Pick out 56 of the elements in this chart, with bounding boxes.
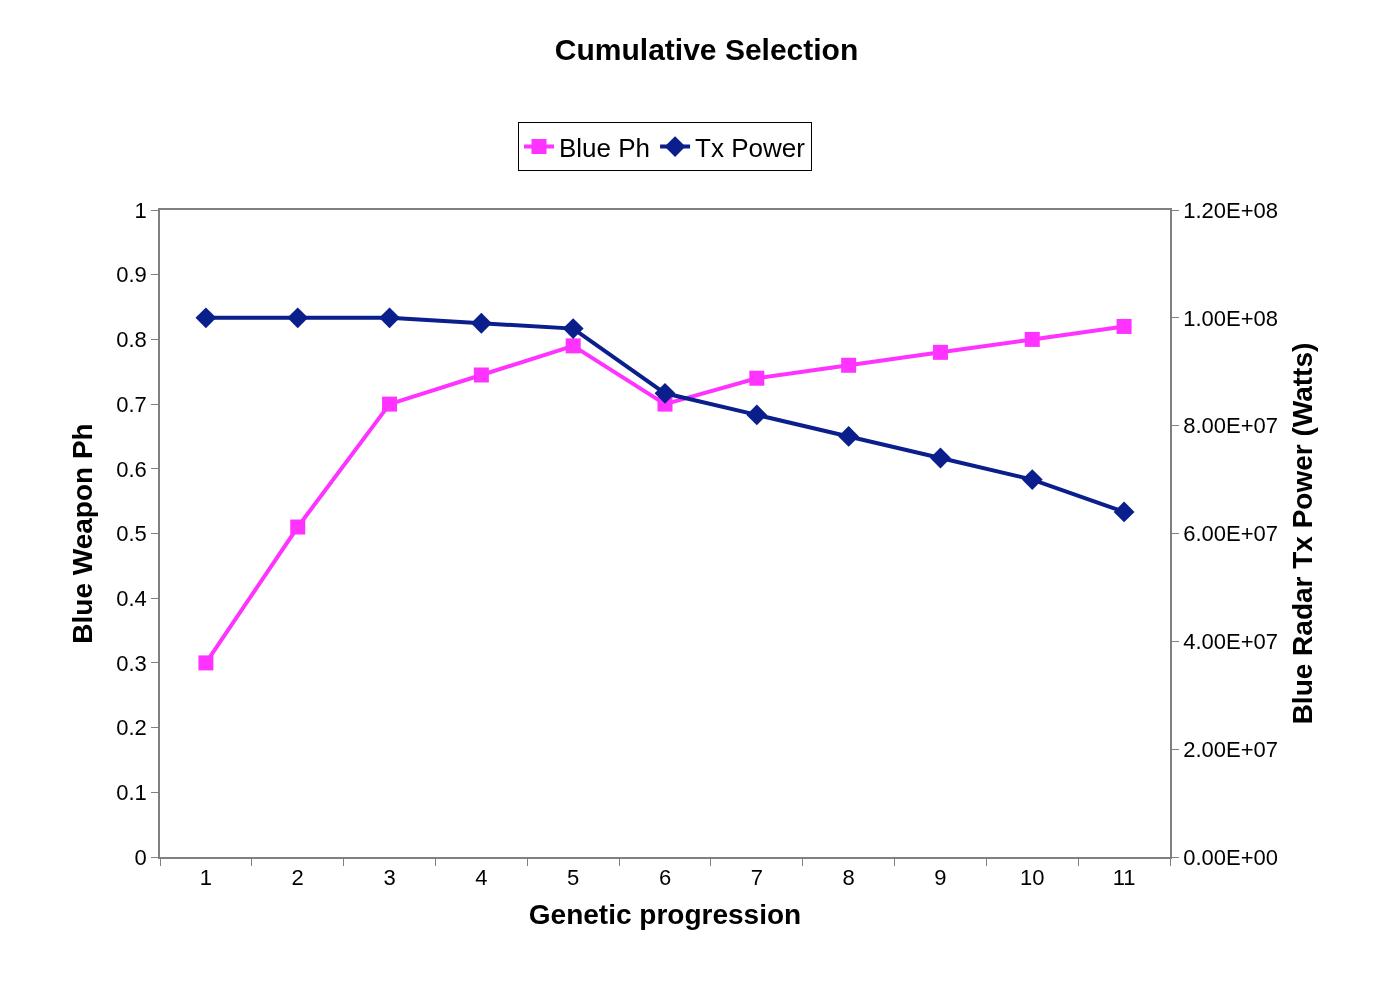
point — [749, 370, 765, 386]
y-axis-title: Blue Weapon Ph — [67, 423, 99, 644]
x-tick-label: 8 — [842, 865, 855, 891]
y-tick-label: 0.8 — [116, 327, 147, 353]
y2-axis-title: Blue Radar Tx Power (Watts) — [1286, 342, 1318, 725]
point — [287, 307, 309, 329]
y-tick-label: 0.2 — [116, 715, 147, 741]
point — [932, 344, 948, 360]
y2-tick-label: 1.00E+08 — [1183, 305, 1278, 331]
point — [1113, 501, 1135, 523]
point — [290, 519, 306, 535]
point — [930, 447, 951, 469]
point — [473, 367, 489, 383]
x-tick-label: 2 — [291, 865, 304, 891]
y2-tick-label: 4.00E+07 — [1183, 629, 1278, 655]
y2-tick-label: 1.20E+08 — [1183, 197, 1278, 223]
x-tick-label: 3 — [383, 865, 396, 891]
legend-label: Blue Ph — [559, 132, 651, 163]
x-tick-label: 1 — [199, 865, 213, 891]
legend-label: Tx Power — [695, 132, 806, 163]
point — [382, 396, 398, 412]
x-tick-label: 11 — [1112, 865, 1136, 891]
y-tick-label: 0.6 — [116, 456, 147, 482]
point — [470, 312, 492, 334]
point — [198, 655, 214, 671]
x-tick-label: 9 — [934, 865, 947, 891]
y-tick-label: 0.1 — [116, 780, 147, 805]
point — [838, 426, 860, 447]
chart-title: Cumulative Selection — [554, 33, 859, 67]
y2-tick-label: 2.00E+07 — [1183, 736, 1278, 762]
y-tick-label: 1 — [134, 197, 147, 223]
point — [841, 357, 857, 373]
x-axis-title: Genetic progression — [528, 898, 802, 930]
point — [654, 382, 676, 404]
x-tick-label: 4 — [475, 865, 488, 891]
y-tick-label: 0.7 — [116, 391, 147, 417]
y-tick-label: 0.9 — [116, 262, 147, 288]
y-tick-label: 0.5 — [116, 521, 147, 547]
point — [562, 318, 584, 340]
point — [1024, 331, 1040, 347]
x-tick-label: 6 — [658, 865, 672, 891]
y-tick-label: 0 — [134, 844, 147, 870]
y-tick-label: 0.3 — [116, 650, 147, 676]
x-tick-label: 5 — [567, 865, 580, 891]
point — [379, 307, 400, 329]
point — [565, 338, 581, 354]
point — [1116, 318, 1132, 334]
y2-tick-label: 6.00E+07 — [1183, 521, 1278, 547]
y-tick-label: 0.4 — [116, 585, 147, 611]
point — [1021, 469, 1043, 490]
y2-tick-label: 0.00E+00 — [1183, 844, 1278, 870]
point — [746, 404, 768, 426]
x-tick-label: 10 — [1020, 865, 1045, 891]
point — [195, 307, 217, 329]
y2-tick-label: 8.00E+07 — [1183, 413, 1278, 439]
x-tick-label: 7 — [750, 865, 763, 891]
